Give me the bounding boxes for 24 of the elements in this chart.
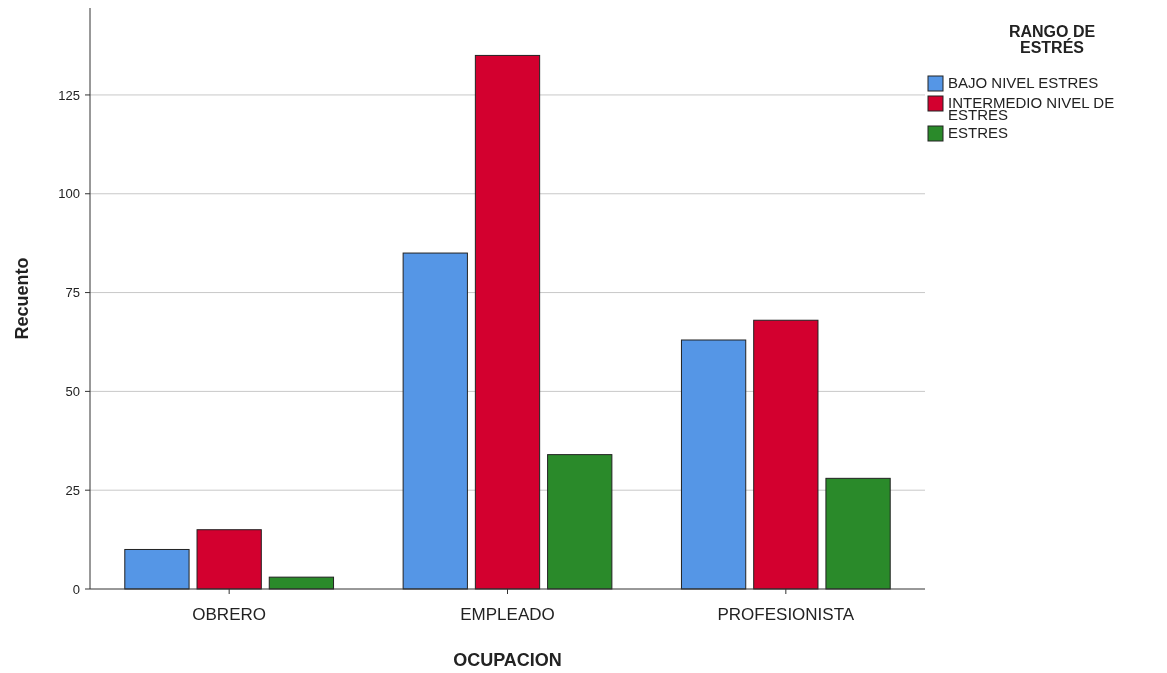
legend-label: BAJO NIVEL ESTRES bbox=[948, 74, 1099, 91]
bar bbox=[268, 576, 335, 590]
bar bbox=[124, 548, 190, 590]
y-tick-label: 125 bbox=[58, 87, 80, 103]
legend-title: RANGO DE ESTRÉS bbox=[1008, 23, 1096, 56]
x-axis-title: OCUPACION bbox=[453, 650, 562, 670]
x-tick-label: PROFESIONISTA bbox=[717, 605, 855, 624]
y-tick-label: 0 bbox=[72, 581, 80, 597]
y-axis-title: Recuento bbox=[12, 257, 32, 340]
y-tick-label: 100 bbox=[58, 186, 80, 202]
bar bbox=[474, 54, 541, 590]
legend-label: INTERMEDIO NIVEL DE ESTRES bbox=[948, 94, 1115, 123]
bar bbox=[402, 252, 468, 590]
y-tick-label: 75 bbox=[65, 285, 80, 301]
legend-label: ESTRES bbox=[948, 124, 1009, 141]
x-tick-label: OBRERO bbox=[192, 605, 267, 624]
bar bbox=[680, 339, 747, 590]
bar bbox=[547, 454, 613, 590]
y-tick-label: 25 bbox=[65, 482, 80, 498]
y-tick-label: 50 bbox=[65, 383, 80, 399]
bar bbox=[753, 319, 819, 590]
bar bbox=[196, 529, 262, 590]
bar bbox=[825, 477, 891, 590]
x-tick-label: EMPLEADO bbox=[460, 605, 555, 624]
